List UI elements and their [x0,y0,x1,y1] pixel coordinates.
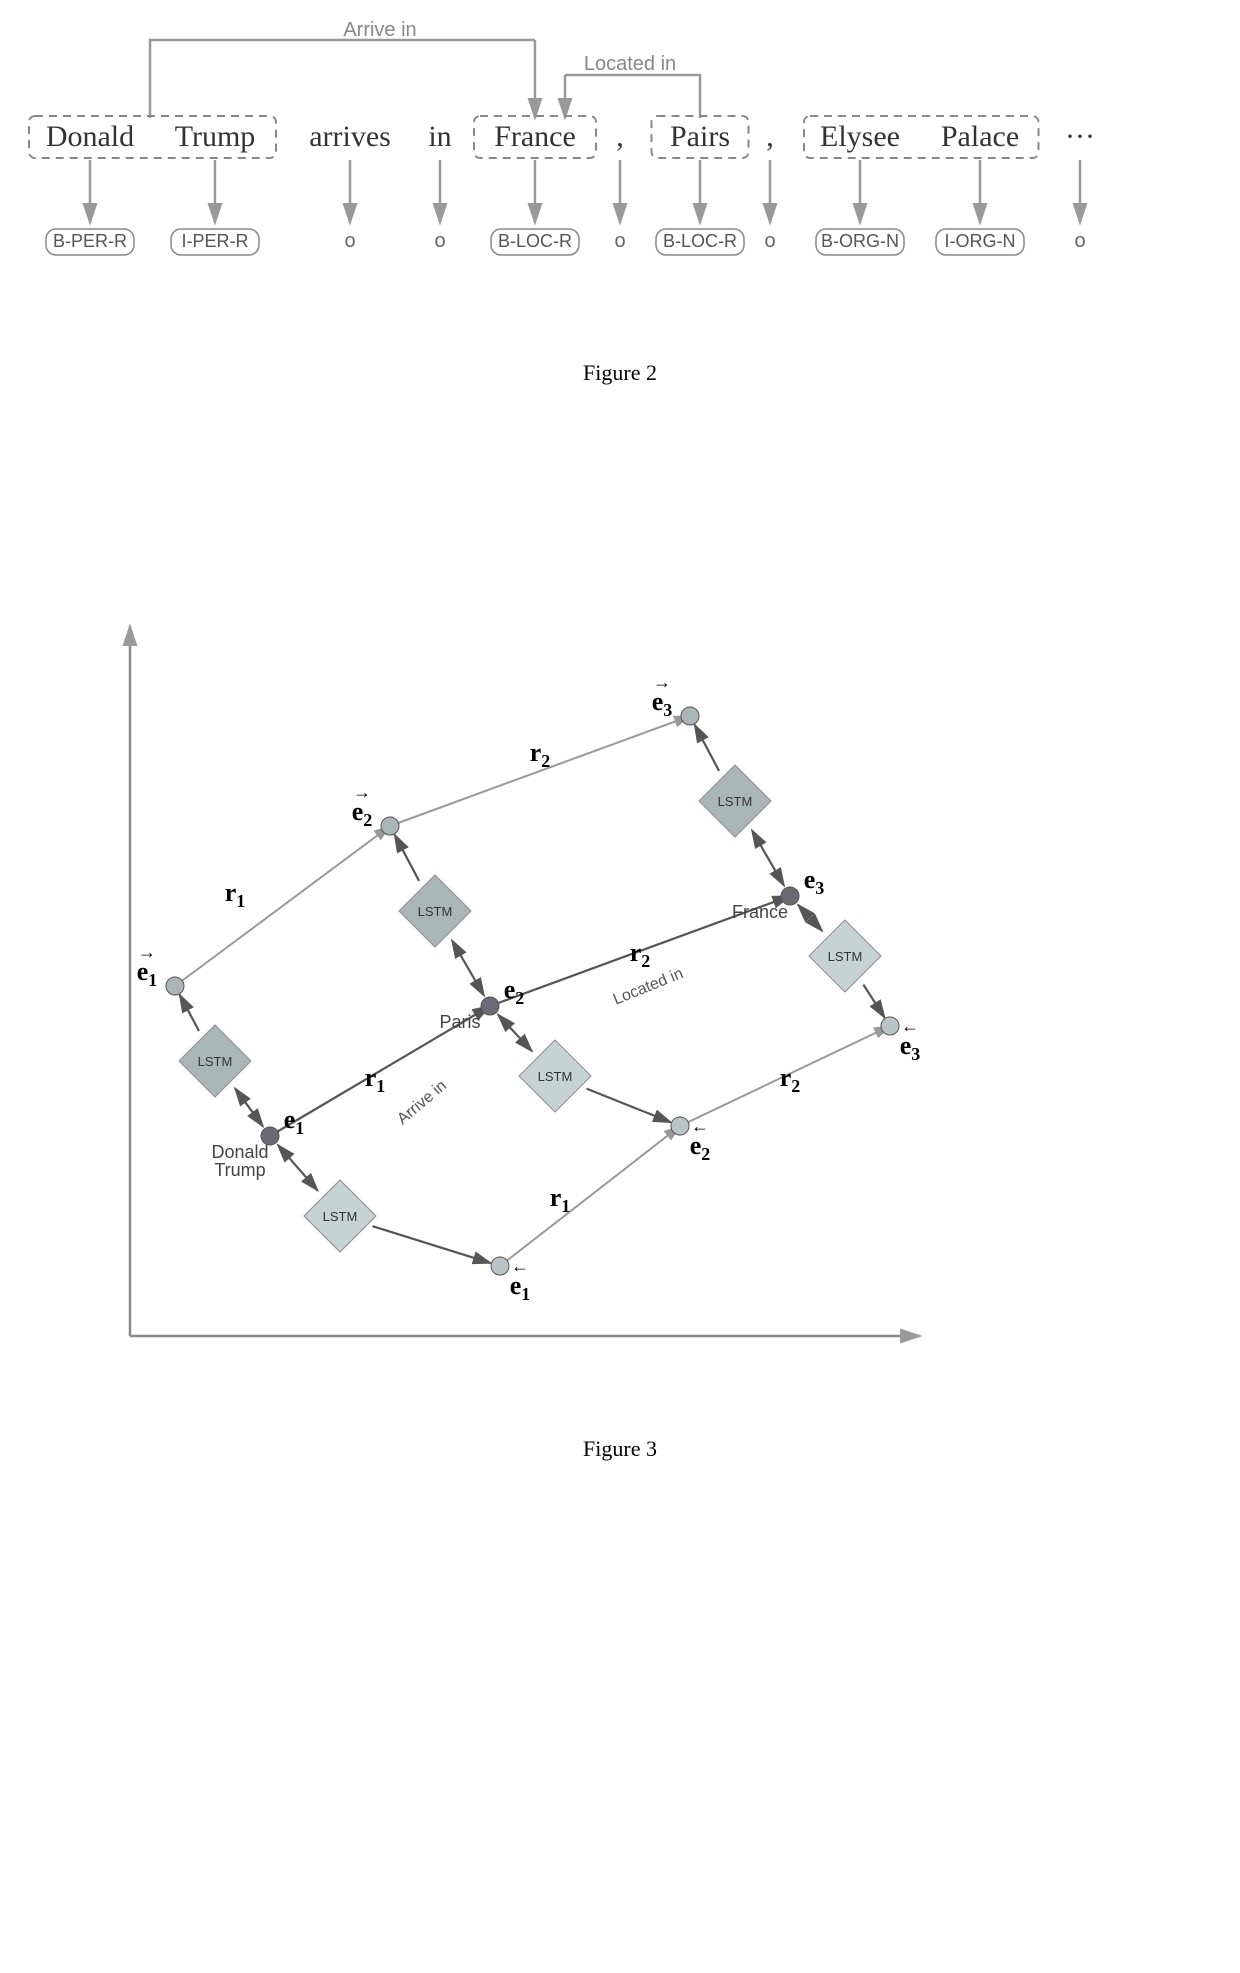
svg-text:LSTM: LSTM [418,904,453,919]
svg-text:France: France [732,902,788,922]
figure-3: LSTM LSTM LSTM LSTM LSTM LSTM e1 DonaldTrump e2 P… [20,566,1220,1462]
svg-text:e3: e3 [804,865,825,898]
svg-text:Located in: Located in [584,53,676,75]
svg-text:Donald: Donald [211,1142,268,1162]
svg-text:B-LOC-R: B-LOC-R [498,231,572,251]
svg-text:Arrive in: Arrive in [394,1077,450,1128]
svg-text:LSTM: LSTM [538,1069,573,1084]
svg-text:Elysee: Elysee [820,120,900,153]
svg-text:LSTM: LSTM [718,794,753,809]
svg-text:o: o [764,230,775,252]
svg-text:r1: r1 [365,1063,386,1096]
svg-text:B-PER-R: B-PER-R [53,231,127,251]
svg-text:Located in: Located in [611,965,686,1008]
figure2-svg: Arrive in Located in Donald B-PER-R Trump I-P… [20,20,1200,320]
svg-text:,: , [766,120,774,153]
svg-text:r1: r1 [550,1183,571,1216]
svg-text:r1: r1 [225,878,246,911]
svg-text:France: France [494,120,576,153]
svg-text:Arrive in: Arrive in [343,20,416,41]
svg-text:r2: r2 [630,938,651,971]
svg-text:···: ··· [1065,120,1095,153]
svg-text:in: in [428,120,451,153]
svg-text:Trump: Trump [175,120,256,153]
svg-text:Pairs: Pairs [670,120,730,153]
svg-text:B-LOC-R: B-LOC-R [663,231,737,251]
figure3-caption: Figure 3 [20,1436,1220,1462]
svg-text:Donald: Donald [46,120,134,153]
svg-text:o: o [614,230,625,252]
svg-text:Paris: Paris [439,1012,480,1032]
svg-text:,: , [616,120,624,153]
svg-text:o: o [1074,230,1085,252]
svg-text:Palace: Palace [941,120,1019,153]
figure-2: Arrive in Located in Donald B-PER-R Trump I-P… [20,20,1220,386]
svg-text:I-ORG-N: I-ORG-N [945,231,1016,251]
svg-text:o: o [434,230,445,252]
svg-text:e1: e1 [284,1105,305,1138]
svg-text:r2: r2 [780,1063,801,1096]
figure2-caption: Figure 2 [20,360,1220,386]
svg-text:r2: r2 [530,738,551,771]
svg-text:e2: e2 [504,975,525,1008]
svg-text:B-ORG-N: B-ORG-N [821,231,899,251]
figure3-svg: LSTM LSTM LSTM LSTM LSTM LSTM e1 DonaldTrump e2 P… [20,566,1020,1396]
svg-text:o: o [344,230,355,252]
svg-text:LSTM: LSTM [323,1209,358,1224]
svg-text:I-PER-R: I-PER-R [182,231,249,251]
svg-text:Trump: Trump [214,1160,265,1180]
svg-text:arrives: arrives [309,120,391,153]
svg-text:LSTM: LSTM [198,1054,233,1069]
svg-text:LSTM: LSTM [828,949,863,964]
